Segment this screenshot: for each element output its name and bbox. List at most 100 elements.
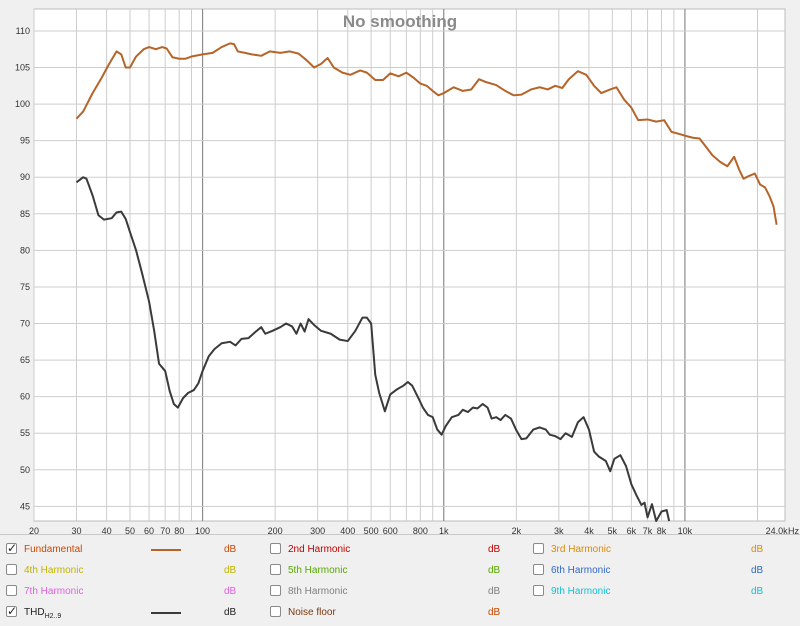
legend-unit: dB bbox=[224, 586, 237, 597]
legend-unit: dB bbox=[488, 565, 501, 576]
legend-label-text: Fundamental bbox=[24, 544, 83, 555]
x-tick-label: 800 bbox=[413, 526, 428, 534]
x-tick-label: 70 bbox=[160, 526, 170, 534]
x-tick-label: 24,0k bbox=[766, 526, 789, 534]
y-tick-label: 70 bbox=[20, 319, 30, 329]
x-tick-label: 200 bbox=[268, 526, 283, 534]
y-tick-label: 90 bbox=[20, 172, 30, 182]
legend-label: 5th Harmonic bbox=[288, 562, 347, 580]
x-tick-label: 30 bbox=[71, 526, 81, 534]
x-tick-label: 6k bbox=[627, 526, 637, 534]
x-tick-label: 7k bbox=[643, 526, 653, 534]
legend-label: 7th Harmonic bbox=[24, 583, 83, 601]
legend-label: Fundamental bbox=[24, 541, 82, 559]
legend-label-text: 4th Harmonic bbox=[24, 565, 84, 576]
y-tick-label: 60 bbox=[20, 392, 30, 402]
plot-background bbox=[33, 8, 786, 522]
legend-item: 7th Harmonic dB bbox=[6, 583, 256, 601]
x-tick-label: 500 bbox=[364, 526, 379, 534]
y-tick-label: 110 bbox=[16, 26, 30, 36]
legend-label-text: Noise floor bbox=[288, 607, 336, 618]
legend-swatch bbox=[151, 612, 181, 614]
legend-checkbox[interactable] bbox=[270, 543, 281, 554]
y-tick-label: 50 bbox=[20, 465, 30, 475]
legend-label-text: 6th Harmonic bbox=[551, 565, 611, 576]
x-axis-ticks: 20 30 40 50 60 70 80 100 200 300 400 500 600 800 1k 2k 3… bbox=[29, 526, 788, 534]
series-line-fundamental bbox=[75, 42, 778, 225]
legend-item: THDH2..9 dB bbox=[6, 602, 256, 622]
x-tick-label: 40 bbox=[102, 526, 112, 534]
y-tick-label: 105 bbox=[15, 63, 30, 73]
legend-label: 4th Harmonic bbox=[24, 562, 83, 580]
x-tick-label: 600 bbox=[383, 526, 398, 534]
x-axis-unit: Hz bbox=[788, 526, 799, 534]
legend-item: Noise floor dB bbox=[270, 604, 520, 622]
legend-label-text: 2nd Harmonic bbox=[288, 544, 351, 555]
x-tick-label: 8k bbox=[657, 526, 667, 534]
legend-unit: dB bbox=[488, 586, 501, 597]
y-axis-ticks: 45 50 55 60 65 70 75 80 85 90 95 100 105 110 bbox=[15, 26, 30, 511]
x-tick-label: 1k bbox=[439, 526, 449, 534]
x-tick-label: 80 bbox=[174, 526, 184, 534]
legend-unit: dB bbox=[751, 586, 764, 597]
series-line-thd bbox=[75, 176, 671, 522]
x-tick-label: 10k bbox=[678, 526, 693, 534]
legend-unit: dB bbox=[224, 544, 237, 555]
legend-label: 2nd Harmonic bbox=[288, 541, 350, 559]
legend-checkbox[interactable] bbox=[270, 585, 281, 596]
y-tick-label: 85 bbox=[20, 209, 30, 219]
legend-item: 6th Harmonic dB bbox=[533, 562, 783, 580]
legend-label-text: 7th Harmonic bbox=[24, 586, 84, 597]
legend-label-text: 3rd Harmonic bbox=[551, 544, 612, 555]
x-tick-label: 2k bbox=[512, 526, 522, 534]
legend-label: 9th Harmonic bbox=[551, 583, 610, 601]
legend-unit: dB bbox=[224, 607, 237, 618]
legend-unit: dB bbox=[488, 607, 501, 618]
x-tick-label: 4k bbox=[584, 526, 594, 534]
legend-label-text: 9th Harmonic bbox=[551, 586, 611, 597]
legend-checkbox[interactable] bbox=[6, 564, 17, 575]
legend-swatch bbox=[151, 549, 181, 551]
x-tick-label: 300 bbox=[310, 526, 325, 534]
legend-unit: dB bbox=[751, 544, 764, 555]
legend-label: 3rd Harmonic bbox=[551, 541, 611, 559]
legend-item: 2nd Harmonic dB bbox=[270, 541, 520, 559]
grid-lines bbox=[33, 9, 785, 521]
legend-item: 8th Harmonic dB bbox=[270, 583, 520, 601]
y-tick-label: 45 bbox=[20, 501, 30, 511]
legend-label-text: THD bbox=[24, 607, 45, 618]
y-tick-label: 95 bbox=[20, 136, 30, 146]
legend-item: 4th Harmonic dB bbox=[6, 562, 256, 580]
legend-label-subscript: H2..9 bbox=[44, 613, 62, 620]
legend-item: 3rd Harmonic dB bbox=[533, 541, 783, 559]
legend-checkbox[interactable] bbox=[533, 543, 544, 554]
x-tick-label: 5k bbox=[608, 526, 618, 534]
legend-label-text: 8th Harmonic bbox=[288, 586, 348, 597]
x-tick-label: 50 bbox=[125, 526, 135, 534]
series-group bbox=[75, 42, 778, 522]
chart-area: 45 50 55 60 65 70 75 80 85 90 95 100 105 110 20 30 40 50… bbox=[15, 8, 799, 534]
y-tick-label: 80 bbox=[20, 245, 30, 255]
legend-unit: dB bbox=[224, 565, 237, 576]
legend-checkbox[interactable] bbox=[270, 564, 281, 575]
x-tick-label: 60 bbox=[144, 526, 154, 534]
legend-checkbox[interactable] bbox=[6, 602, 17, 620]
legend-item: 9th Harmonic dB bbox=[533, 583, 783, 601]
x-tick-label: 3k bbox=[554, 526, 564, 534]
legend-unit: dB bbox=[488, 544, 501, 555]
chart-title: No smoothing bbox=[343, 12, 457, 31]
legend-item: Fundamental dB bbox=[6, 539, 256, 559]
x-tick-label: 100 bbox=[195, 526, 210, 534]
legend-panel: Fundamental dB 2nd Harmonic dB 3rd Harmonic d… bbox=[0, 534, 800, 625]
legend-label: Noise floor bbox=[288, 604, 336, 622]
legend-checkbox[interactable] bbox=[270, 606, 281, 617]
legend-checkbox[interactable] bbox=[6, 585, 17, 596]
y-tick-label: 55 bbox=[20, 428, 30, 438]
legend-checkbox[interactable] bbox=[533, 585, 544, 596]
legend-label: 6th Harmonic bbox=[551, 562, 610, 580]
legend-label: THDH2..9 bbox=[24, 604, 61, 626]
x-tick-label: 400 bbox=[340, 526, 355, 534]
legend-checkbox[interactable] bbox=[533, 564, 544, 575]
legend-checkbox[interactable] bbox=[6, 539, 17, 557]
legend-label: 8th Harmonic bbox=[288, 583, 347, 601]
